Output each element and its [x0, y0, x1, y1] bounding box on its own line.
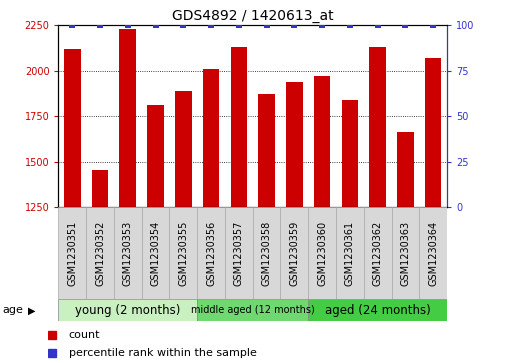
Text: GSM1230351: GSM1230351 — [67, 221, 77, 286]
Bar — [64, 49, 81, 363]
Text: young (2 months): young (2 months) — [75, 304, 180, 317]
Bar — [419, 207, 447, 299]
Bar — [341, 100, 358, 363]
Bar — [308, 207, 336, 299]
Bar — [392, 207, 419, 299]
Bar — [197, 299, 308, 321]
Bar — [114, 207, 142, 299]
Text: GSM1230357: GSM1230357 — [234, 221, 244, 286]
Text: GSM1230358: GSM1230358 — [262, 221, 272, 286]
Point — [290, 23, 298, 28]
Text: age: age — [3, 305, 23, 315]
Point — [179, 23, 187, 28]
Text: ▶: ▶ — [28, 305, 36, 315]
Bar — [308, 299, 447, 321]
Text: percentile rank within the sample: percentile rank within the sample — [69, 348, 257, 358]
Text: GSM1230354: GSM1230354 — [150, 221, 161, 286]
Text: GSM1230359: GSM1230359 — [290, 221, 299, 286]
Bar — [369, 47, 386, 363]
Bar — [364, 207, 392, 299]
Text: GSM1230363: GSM1230363 — [400, 221, 410, 286]
Text: GSM1230360: GSM1230360 — [317, 221, 327, 286]
Bar — [231, 47, 247, 363]
Bar — [175, 91, 192, 363]
Text: GSM1230352: GSM1230352 — [95, 221, 105, 286]
Bar — [280, 207, 308, 299]
Bar — [425, 58, 441, 363]
Bar — [86, 207, 114, 299]
Bar — [286, 82, 303, 363]
Point — [429, 23, 437, 28]
Text: GSM1230361: GSM1230361 — [345, 221, 355, 286]
Bar — [170, 207, 197, 299]
Point — [235, 23, 243, 28]
Bar — [58, 299, 197, 321]
Bar — [314, 76, 330, 363]
Title: GDS4892 / 1420613_at: GDS4892 / 1420613_at — [172, 9, 334, 23]
Text: GSM1230362: GSM1230362 — [373, 221, 383, 286]
Bar — [58, 207, 86, 299]
Point — [124, 23, 132, 28]
Point — [68, 23, 76, 28]
Point — [96, 23, 104, 28]
Bar — [397, 132, 414, 363]
Bar — [225, 207, 253, 299]
Text: GSM1230353: GSM1230353 — [123, 221, 133, 286]
Point — [346, 23, 354, 28]
Text: middle aged (12 months): middle aged (12 months) — [191, 305, 314, 315]
Bar — [119, 29, 136, 363]
Point — [207, 23, 215, 28]
Bar — [253, 207, 280, 299]
Bar — [203, 69, 219, 363]
Text: GSM1230364: GSM1230364 — [428, 221, 438, 286]
Bar — [336, 207, 364, 299]
Text: GSM1230355: GSM1230355 — [178, 221, 188, 286]
Bar — [92, 170, 108, 363]
Point — [318, 23, 326, 28]
Text: count: count — [69, 330, 100, 340]
Point — [401, 23, 409, 28]
Text: GSM1230356: GSM1230356 — [206, 221, 216, 286]
Bar — [258, 94, 275, 363]
Point — [151, 23, 160, 28]
Bar — [142, 207, 170, 299]
Point — [263, 23, 271, 28]
Text: aged (24 months): aged (24 months) — [325, 304, 430, 317]
Bar — [147, 105, 164, 363]
Bar — [197, 207, 225, 299]
Point — [373, 23, 382, 28]
